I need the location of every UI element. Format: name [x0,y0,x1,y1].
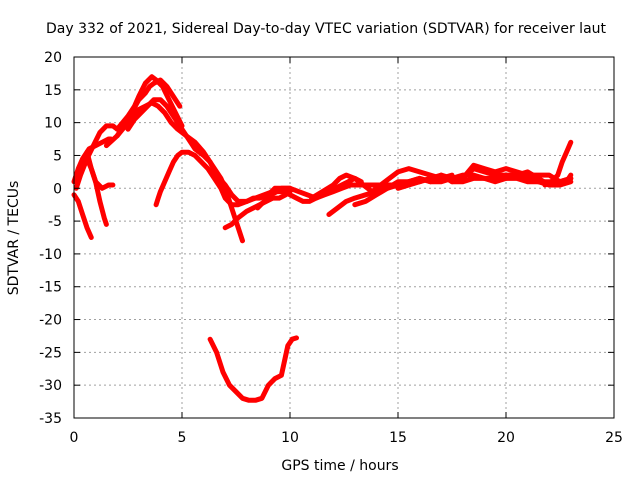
y-tick-label: 15 [44,83,62,99]
y-tick-label: 0 [53,181,62,197]
x-axis-title: GPS time / hours [281,458,398,474]
y-tick-label: -25 [39,345,62,361]
series-line-s1 [71,192,94,240]
grid [74,57,614,418]
y-tick-label: 20 [44,50,62,66]
x-tick-label: 15 [389,430,407,446]
y-tick-label: -35 [39,411,62,427]
y-tick-label: 10 [44,116,62,132]
series-line-s19 [207,335,299,403]
y-tick-label: -20 [39,313,62,329]
plot-frame [73,56,615,419]
x-tick-label: 25 [605,430,623,446]
ticks [73,56,615,419]
y-axis-title: SDTVAR / TECUs [6,181,22,296]
x-tick-label: 20 [497,430,515,446]
y-tick-label: -15 [39,280,62,296]
y-tick-label: 5 [53,148,62,164]
x-tick-label: 10 [281,430,299,446]
y-tick-label: -30 [39,378,62,394]
series-line-s12 [255,175,364,211]
tick-labels: 0 5 10 15 20 25 -35 -30 -25 -20 -15 -10 -5 0 5 10 15 20 [39,50,623,446]
chart-title: Day 332 of 2021, Sidereal Day-to-day VTE… [46,21,607,37]
x-tick-label: 0 [70,430,79,446]
series-line-s7 [114,74,185,132]
series-line-s5 [84,149,116,191]
y-tick-label: -5 [48,214,62,230]
x-tick-label: 5 [178,430,187,446]
series-line-s18 [542,139,574,188]
series-line-s16 [395,162,574,191]
series-layer [71,74,574,403]
y-tick-label: -10 [39,247,62,263]
series-line-s10 [153,149,293,208]
series-line-s17 [449,172,574,188]
